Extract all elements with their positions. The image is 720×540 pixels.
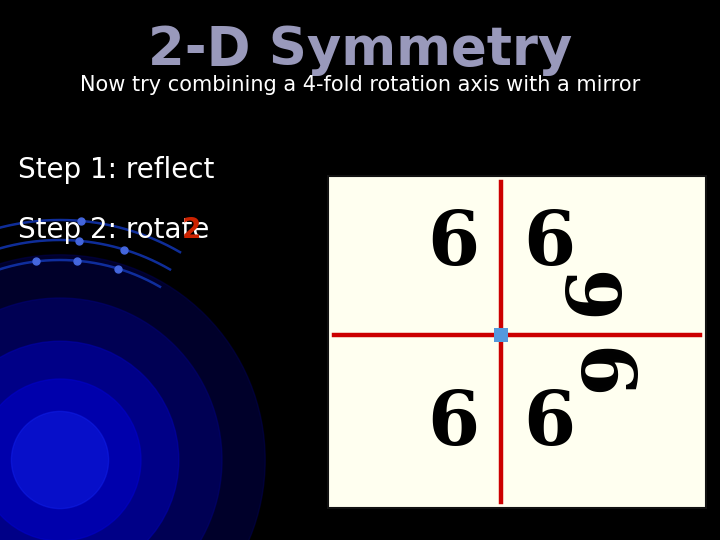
Text: 2: 2 (182, 216, 202, 244)
Bar (328, 176, 706, 508)
Text: Step 1: reflect: Step 1: reflect (18, 156, 215, 184)
Text: 6: 6 (428, 388, 480, 461)
Text: Now try combining a 4-fold rotation axis with a mirror: Now try combining a 4-fold rotation axis… (80, 75, 640, 95)
Text: 2-D Symmetry: 2-D Symmetry (148, 24, 572, 76)
Circle shape (12, 411, 109, 509)
Circle shape (0, 298, 222, 540)
Circle shape (0, 379, 141, 540)
Text: 6: 6 (560, 264, 633, 316)
Text: 6: 6 (523, 388, 575, 461)
Circle shape (0, 341, 179, 540)
Circle shape (0, 255, 265, 540)
Text: 6: 6 (560, 347, 633, 399)
Bar (495, 328, 508, 342)
Text: Step 2: rotate: Step 2: rotate (18, 216, 218, 244)
Text: 6: 6 (523, 208, 575, 281)
Text: 6: 6 (428, 208, 480, 281)
